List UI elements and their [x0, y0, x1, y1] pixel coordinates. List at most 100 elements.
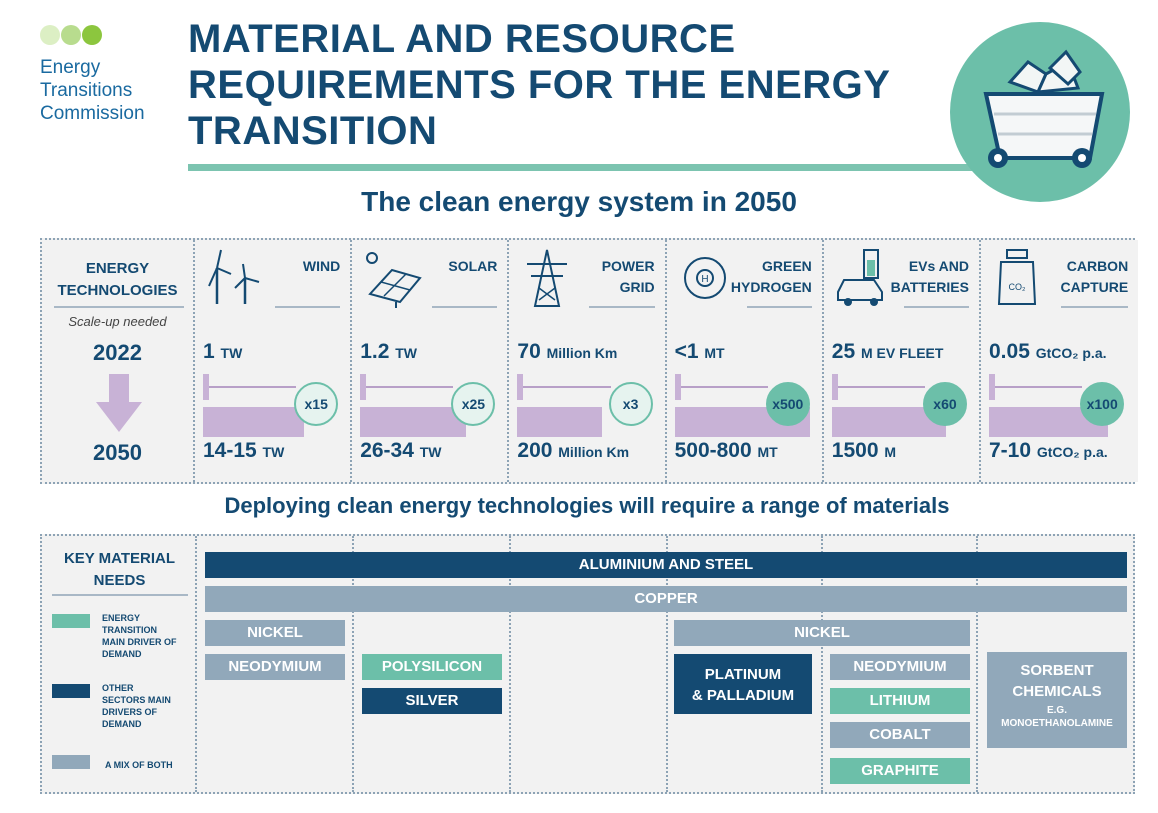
legend-label-other-sectors: OTHER SECTORS MAIN DRIVERS OF DEMAND — [102, 682, 171, 730]
value-2050-number: 7-10 — [989, 439, 1037, 462]
value-2022-number: <1 — [674, 340, 705, 363]
section-title-materials: Deploying clean energy technologies will… — [224, 493, 950, 518]
svg-text:CO₂: CO₂ — [1009, 282, 1027, 292]
brand-line-2: Transitions — [40, 80, 133, 101]
multiplier-badge: x3 — [608, 382, 653, 426]
sorbent-example-line-2: MONOETHANOLAMINE — [1001, 718, 1113, 729]
tech-divider — [903, 306, 969, 308]
legend-column — [42, 536, 197, 792]
multiplier-badge: x60 — [922, 382, 967, 426]
down-arrow-icon — [96, 374, 142, 432]
brand-line-3: Commission — [40, 103, 145, 124]
tech-title-line: CARBON — [1066, 258, 1129, 274]
material-silver: SILVER — [362, 688, 502, 714]
value-2022: <1 MT — [675, 340, 725, 364]
value-2050: 7-10 GtCO₂ p.a. — [989, 439, 1108, 463]
bar-2022 — [989, 374, 995, 400]
tech-title-line: CAPTURE — [1060, 279, 1129, 295]
tech-column-2: POWER GRID 70 Million Km x3 200 Million Km — [509, 240, 667, 482]
bar-connector — [995, 386, 1083, 388]
tech-title: WIND — [303, 256, 340, 277]
sorbent-line-2: CHEMICALS — [1012, 683, 1102, 700]
legend-label-line: TRANSITION — [102, 625, 157, 635]
material-aluminium-steel: ALUMINIUM AND STEEL — [205, 552, 1127, 578]
tech-title: POWER GRID — [602, 256, 655, 298]
technologies-panel: ENERGY TECHNOLOGIES Scale-up needed 2022… — [40, 238, 1139, 484]
bar-2050 — [517, 407, 603, 437]
value-2050-number: 14-15 — [203, 439, 263, 462]
value-2022: 0.05 GtCO₂ p.a. — [989, 340, 1107, 364]
svg-text:H: H — [701, 274, 708, 285]
legend-swatch-energy-transition — [52, 614, 90, 628]
year-2050-label: 2050 — [93, 440, 142, 465]
value-2022-unit: GtCO₂ p.a. — [1035, 345, 1107, 361]
title-line-1: MATERIAL AND RESOURCE — [188, 17, 736, 61]
value-2022-unit: M EV FLEET — [861, 345, 944, 361]
et-title-line-1: ENERGY — [85, 260, 150, 277]
bar-2050 — [203, 407, 304, 437]
platinum-line-1: PLATINUM — [704, 666, 782, 683]
value-2050-number: 500-800 — [674, 439, 758, 462]
material-neodymium-wind: NEODYMIUM — [205, 654, 345, 680]
bar-2022 — [517, 374, 524, 400]
tech-title-line: POWER — [601, 258, 655, 274]
scale-up-subtitle: Scale-up needed — [68, 314, 167, 329]
tech-divider — [275, 306, 341, 308]
logo-dot-2 — [61, 25, 81, 45]
legend-title: KEY MATERIAL NEEDS — [42, 548, 197, 592]
value-2022-number: 1.2 — [360, 340, 396, 363]
tech-title: GREEN HYDROGEN — [731, 256, 812, 298]
year-2022-label: 2022 — [93, 340, 142, 365]
bar-connector — [680, 386, 768, 388]
value-2022-number: 25 — [831, 340, 861, 363]
materials-col-grid — [511, 536, 668, 792]
material-sorbent-chemicals: SORBENT CHEMICALS E.G. MONOETHANOLAMINE — [987, 652, 1127, 748]
tech-title: CARBON CAPTURE — [1061, 256, 1129, 298]
bar-2022 — [674, 374, 681, 400]
multiplier-badge: x500 — [765, 382, 810, 426]
tech-column-0: WIND 1 TW x15 14-15 TW — [195, 240, 353, 482]
value-2022-unit: TW — [220, 345, 243, 361]
value-2022-unit: Million Km — [546, 345, 618, 361]
material-copper: COPPER — [205, 586, 1127, 612]
material-nickel-wind: NICKEL — [205, 620, 345, 646]
legend-label-line: MAIN DRIVER OF — [102, 637, 177, 647]
value-2050-unit: M — [884, 444, 897, 460]
co2-container-icon: CO₂ — [997, 249, 1037, 305]
multiplier-badge: x100 — [1080, 382, 1125, 426]
legend-swatch-other-sectors — [52, 684, 90, 698]
value-2050-unit: MT — [757, 444, 778, 460]
logo-dot-1 — [40, 25, 60, 45]
material-lithium: LITHIUM — [830, 688, 970, 714]
value-2050-number: 26-34 — [360, 439, 420, 462]
solar-panel-icon — [366, 252, 422, 308]
value-2050: 14-15 TW — [203, 439, 284, 463]
value-2022-unit: TW — [395, 345, 417, 361]
title-underline — [188, 164, 988, 171]
section-title-clean-energy: The clean energy system in 2050 — [361, 186, 797, 217]
tech-title: EVs AND BATTERIES — [891, 256, 969, 298]
legend-label-energy-transition: ENERGY TRANSITION MAIN DRIVER OF DEMAND — [102, 612, 177, 660]
multiplier-badge: x25 — [451, 382, 496, 426]
value-2022-unit: MT — [704, 345, 725, 361]
tech-divider — [746, 306, 812, 308]
legend-swatch-mix — [52, 755, 90, 769]
tech-title-line: HYDROGEN — [730, 279, 812, 295]
legend-label-line: DRIVERS OF — [102, 707, 158, 717]
material-platinum-palladium: PLATINUM & PALLADIUM — [674, 654, 812, 714]
value-2022: 25 M EV FLEET — [832, 340, 944, 364]
page-title: MATERIAL AND RESOURCE REQUIREMENTS FOR T… — [188, 16, 928, 154]
material-neodymium-ev: NEODYMIUM — [830, 654, 970, 680]
legend-label-line: A MIX OF BOTH — [105, 760, 173, 770]
value-2050: 200 Million Km — [517, 439, 629, 463]
value-2050: 500-800 MT — [675, 439, 778, 463]
tech-title-line: GRID — [619, 279, 655, 295]
et-divider — [54, 306, 184, 308]
value-2050-unit: Million Km — [558, 444, 630, 460]
value-2022-number: 70 — [517, 340, 547, 363]
tech-title-line: GREEN — [761, 258, 812, 274]
tech-title-line: SOLAR — [448, 258, 498, 274]
ev-battery-icon — [836, 249, 883, 306]
tech-divider — [589, 306, 655, 308]
tech-title: SOLAR — [448, 256, 497, 277]
